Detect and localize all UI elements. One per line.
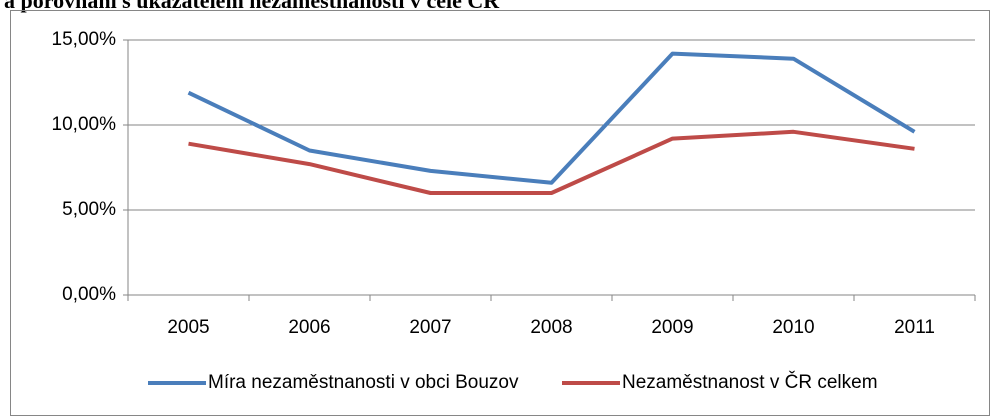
- heading: a porovnání s ukazatelem nezaměstnanosti…: [4, 0, 500, 13]
- x-tick-label: 2005: [167, 317, 209, 338]
- x-tick-label: 2008: [530, 317, 572, 338]
- y-tick-label: 5,00%: [62, 199, 116, 220]
- x-tick-label: 2010: [772, 317, 814, 338]
- y-tick-label: 15,00%: [52, 29, 117, 50]
- legend-label: Míra nezaměstnanosti v obci Bouzov: [208, 372, 519, 393]
- x-tick-label: 2011: [894, 317, 935, 338]
- chart-border: [10, 10, 990, 416]
- x-tick-label: 2006: [288, 317, 330, 338]
- x-tick-label: 2009: [651, 317, 693, 338]
- y-tick-label: 0,00%: [62, 284, 116, 305]
- legend-label: Nezaměstnanost v ČR celkem: [622, 371, 878, 393]
- y-tick-label: 10,00%: [52, 114, 117, 135]
- line-series: [188, 129, 915, 195]
- x-tick-label: 2007: [409, 317, 451, 338]
- line-series: [187, 51, 916, 185]
